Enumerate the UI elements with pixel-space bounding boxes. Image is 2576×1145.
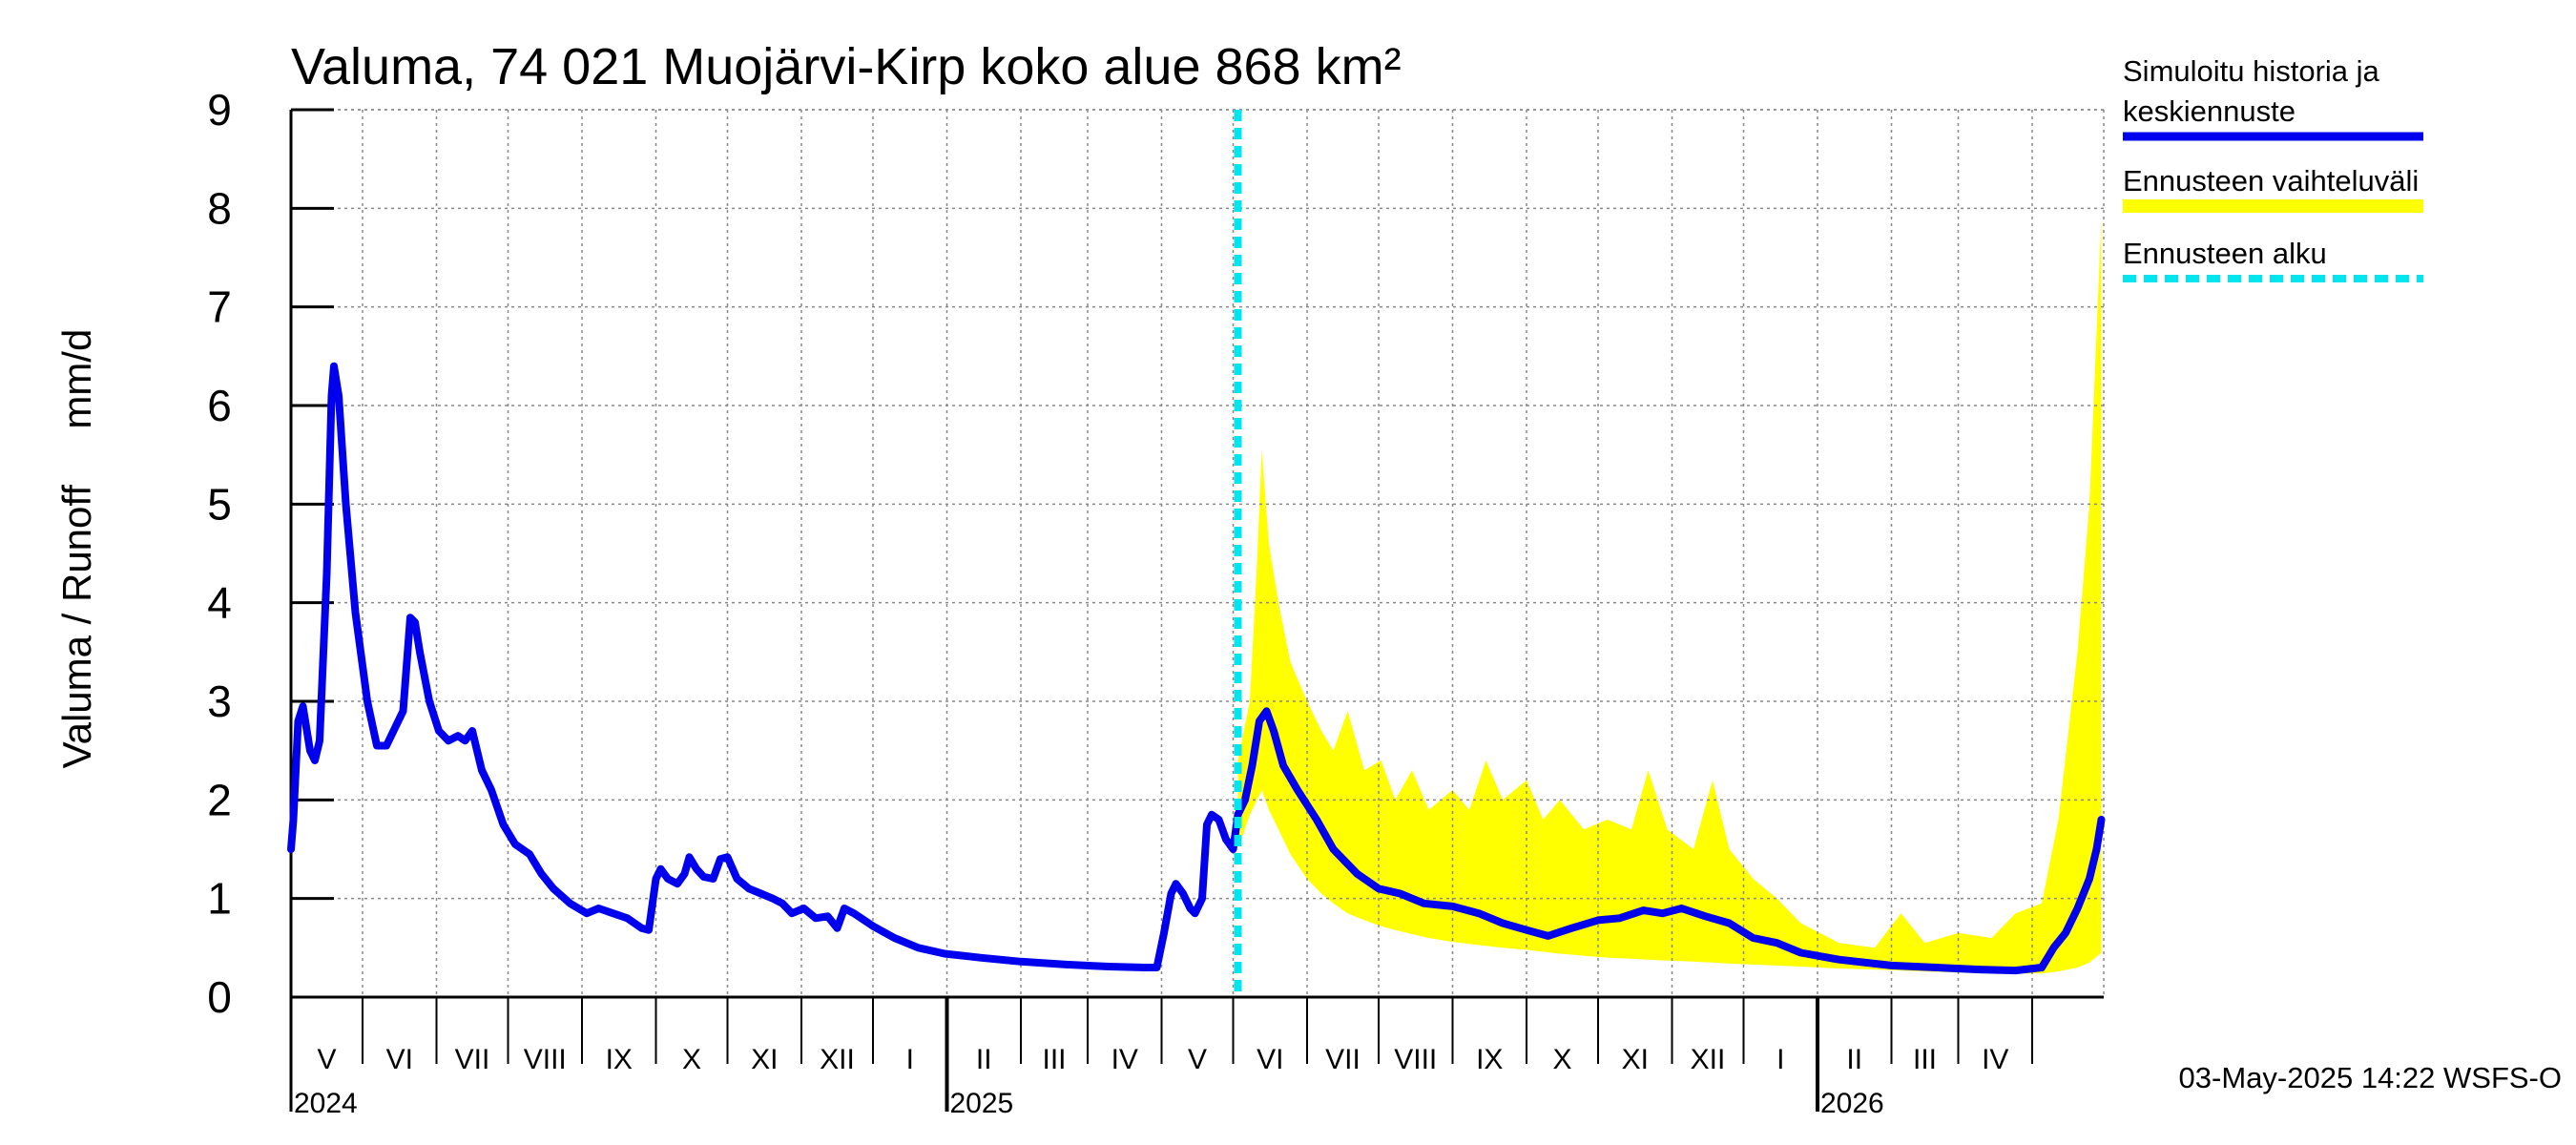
- month-label: IV: [1111, 1044, 1138, 1075]
- month-label: VI: [386, 1044, 413, 1075]
- y-tick-label: 0: [207, 972, 232, 1022]
- y-tick-label: 9: [207, 85, 232, 135]
- y-tick-label: 5: [207, 479, 232, 529]
- year-label: 2024: [294, 1088, 358, 1119]
- month-label: I: [906, 1044, 914, 1075]
- legend-label-history: Simuloitu historia ja: [2123, 54, 2380, 88]
- month-label: VI: [1257, 1044, 1283, 1075]
- legend: Simuloitu historia ja keskiennuste Ennuste…: [2123, 54, 2423, 282]
- legend-label-forecast-start: Ennusteen alku: [2123, 237, 2327, 270]
- month-label: III: [1913, 1044, 1937, 1075]
- month-label: XI: [751, 1044, 778, 1075]
- legend-label-band: Ennusteen vaihteluväli: [2123, 164, 2419, 198]
- y-tick-label: 2: [207, 775, 232, 824]
- month-label: XII: [820, 1044, 855, 1075]
- month-label: X: [1552, 1044, 1571, 1075]
- grid: [291, 109, 2105, 997]
- forecast-range-band: [1237, 218, 2102, 974]
- month-label: V: [1188, 1044, 1207, 1075]
- month-label: III: [1042, 1044, 1066, 1075]
- forecast-range-area: [1237, 218, 2102, 974]
- y-tick-label: 1: [207, 874, 232, 924]
- chart-title: Valuma, 74 021 Muojärvi-Kirp koko alue 8…: [291, 38, 1402, 95]
- month-label: VII: [455, 1044, 490, 1075]
- y-tick-label: 4: [207, 578, 232, 628]
- month-label: VIII: [1394, 1044, 1437, 1075]
- month-label: XII: [1691, 1044, 1726, 1075]
- month-label: II: [1846, 1044, 1862, 1075]
- month-label: II: [976, 1044, 992, 1075]
- y-axis-label: Valuma / Runoff mm/d: [54, 329, 99, 769]
- year-label: 2025: [950, 1088, 1014, 1119]
- month-label: XI: [1622, 1044, 1649, 1075]
- month-label: IX: [1476, 1044, 1503, 1075]
- month-label: I: [1776, 1044, 1784, 1075]
- y-tick-label: 7: [207, 282, 232, 332]
- history-series: [287, 362, 2106, 975]
- month-label: V: [317, 1044, 336, 1075]
- month-label: X: [682, 1044, 701, 1075]
- y-tick-label: 3: [207, 677, 232, 726]
- timestamp-footer: 03-May-2025 14:22 WSFS-O: [2179, 1061, 2562, 1094]
- y-tick-label: 6: [207, 381, 232, 430]
- month-label: VII: [1325, 1044, 1361, 1075]
- month-label: VIII: [524, 1044, 567, 1075]
- month-label: IX: [606, 1044, 633, 1075]
- x-axis: V VI VII VIII IX X XI XII I II III IV V VI VII VIII IX X X…: [289, 995, 2104, 1119]
- year-label: 2026: [1820, 1088, 1884, 1119]
- month-label: IV: [1982, 1044, 2008, 1075]
- legend-label-history-2: keskiennuste: [2123, 94, 2296, 128]
- y-tick-label: 8: [207, 183, 232, 233]
- history-line: [287, 362, 2106, 975]
- y-axis: 0 1 2 3 4 5 6 7 8 9: [207, 85, 334, 1022]
